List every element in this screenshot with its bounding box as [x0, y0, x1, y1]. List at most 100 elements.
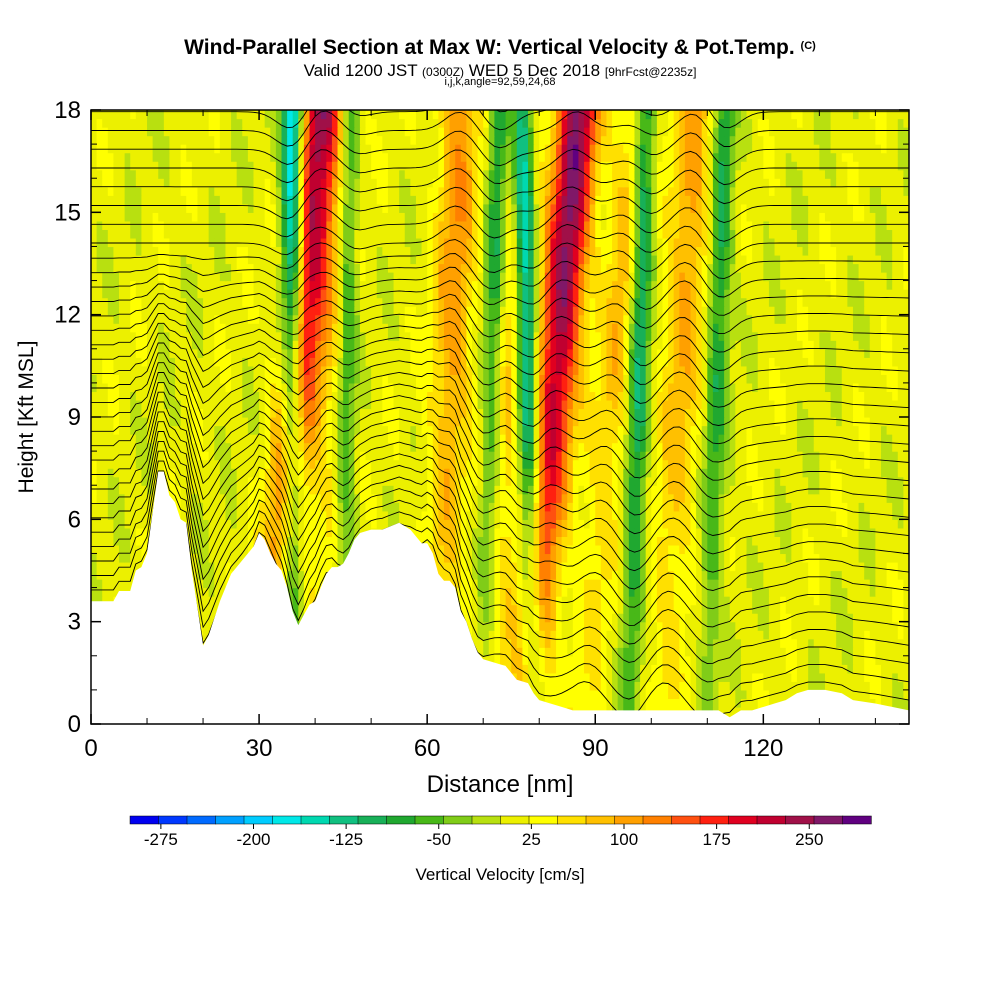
velocity-cell — [684, 613, 692, 623]
velocity-cell — [690, 510, 697, 520]
velocity-cell — [533, 442, 540, 452]
velocity-cell — [752, 698, 759, 708]
velocity-cell — [595, 553, 602, 563]
velocity-cell — [466, 510, 473, 520]
velocity-cell — [696, 510, 703, 520]
velocity-cell — [847, 442, 854, 452]
velocity-cell — [292, 596, 299, 606]
velocity-cell — [819, 476, 826, 486]
velocity-cell — [824, 536, 832, 546]
velocity-cell — [348, 485, 355, 495]
velocity-cell — [455, 493, 462, 503]
velocity-cell — [231, 553, 238, 563]
velocity-cell — [724, 493, 731, 503]
velocity-cell — [886, 638, 893, 648]
velocity-cell — [113, 544, 120, 555]
velocity-cell — [735, 613, 742, 623]
velocity-cell — [505, 459, 512, 469]
velocity-cell — [505, 570, 512, 580]
velocity-cell — [606, 664, 613, 674]
velocity-cell — [438, 493, 445, 503]
velocity-cell — [483, 621, 490, 631]
velocity-cell — [757, 561, 764, 572]
velocity-cell — [869, 689, 876, 700]
velocity-cell — [841, 561, 848, 572]
velocity-cell — [550, 485, 557, 495]
velocity-cell — [623, 442, 630, 452]
velocity-cell — [600, 664, 608, 674]
velocity-cell — [443, 434, 451, 444]
velocity-cell — [802, 681, 809, 691]
velocity-cell — [214, 596, 221, 606]
velocity-cell — [830, 655, 837, 665]
velocity-cell — [477, 459, 484, 469]
velocity-cell — [735, 459, 742, 469]
velocity-cell — [875, 596, 882, 606]
velocity-cell — [561, 476, 568, 486]
velocity-cell — [225, 536, 232, 546]
velocity-cell — [247, 485, 255, 495]
velocity-cell — [371, 451, 378, 461]
velocity-cell — [455, 553, 462, 563]
velocity-cell — [191, 468, 199, 478]
velocity-cell — [780, 544, 787, 555]
velocity-cell — [175, 493, 182, 503]
velocity-cell — [634, 485, 641, 495]
velocity-cell — [729, 664, 736, 674]
velocity-cell — [869, 434, 876, 444]
velocity-cell — [875, 621, 882, 631]
velocity-cell — [365, 468, 372, 478]
velocity-cell — [544, 519, 552, 529]
velocity-cell — [247, 468, 255, 478]
velocity-cell — [208, 502, 215, 512]
velocity-cell — [763, 621, 770, 631]
velocity-cell — [471, 459, 479, 469]
velocity-cell — [617, 502, 624, 512]
velocity-cell — [533, 485, 540, 495]
velocity-cell — [668, 493, 675, 503]
velocity-cell — [903, 485, 909, 495]
velocity-cell — [858, 493, 865, 503]
velocity-cell — [752, 672, 759, 682]
velocity-cell — [830, 544, 837, 555]
velocity-cell — [869, 536, 876, 546]
velocity-cell — [303, 519, 311, 529]
velocity-cell — [214, 553, 221, 563]
velocity-cell — [724, 476, 731, 486]
velocity-cell — [841, 519, 848, 529]
velocity-cell — [847, 561, 854, 572]
velocity-cell — [740, 553, 748, 563]
velocity-cell — [892, 698, 899, 708]
velocity-cell — [841, 468, 848, 478]
velocity-cell — [522, 493, 529, 503]
velocity-cell — [780, 468, 787, 478]
velocity-cell — [808, 638, 815, 648]
velocity-cell — [752, 681, 759, 691]
velocity-cell — [516, 561, 524, 572]
velocity-cell — [729, 689, 736, 700]
velocity-cell — [606, 604, 613, 614]
velocity-cell — [589, 561, 596, 572]
velocity-cell — [774, 502, 781, 512]
velocity-cell — [612, 510, 619, 520]
velocity-cell — [488, 493, 495, 503]
velocity-cell — [432, 519, 439, 529]
velocity-cell — [628, 493, 636, 503]
velocity-cell — [253, 476, 260, 486]
velocity-cell — [516, 579, 524, 589]
velocity-cell — [281, 527, 288, 537]
velocity-cell — [763, 604, 770, 614]
velocity-cell — [259, 442, 266, 452]
velocity-cell — [673, 485, 680, 495]
velocity-cell — [449, 468, 456, 478]
velocity-cell — [724, 536, 731, 546]
velocity-cell — [343, 476, 350, 486]
velocity-cell — [780, 510, 787, 520]
velocity-cell — [813, 434, 820, 444]
velocity-cell — [158, 425, 165, 435]
velocity-cell — [415, 434, 423, 444]
velocity-cell — [427, 510, 434, 520]
velocity-cell — [690, 630, 697, 640]
velocity-cell — [808, 613, 815, 623]
velocity-cell — [337, 476, 344, 486]
